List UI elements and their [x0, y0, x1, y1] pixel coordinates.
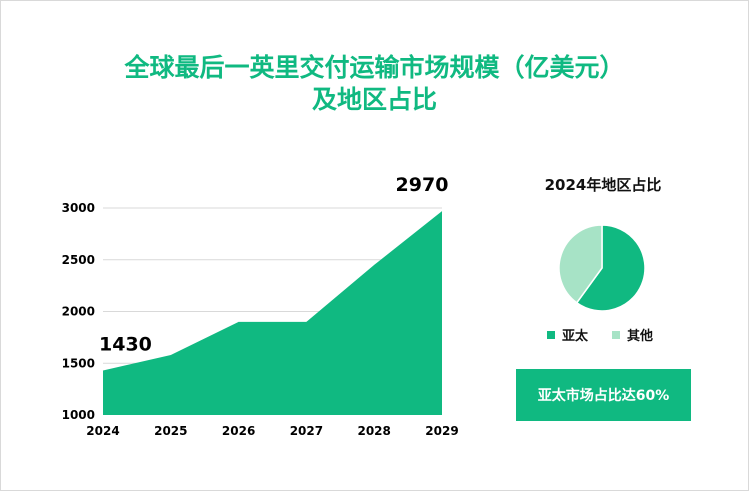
y-tick-label: 2000	[62, 305, 95, 319]
legend-swatch-other	[612, 330, 620, 339]
legend-item-other: 其他	[612, 325, 653, 344]
legend-label-other: 其他	[627, 329, 654, 344]
asia-share-badge: 亚太市场占比达60%	[516, 369, 691, 421]
x-tick-label: 2025	[154, 424, 187, 438]
x-tick-label: 2028	[357, 424, 390, 438]
chart-title-line2: 及地区占比	[311, 85, 437, 114]
legend-swatch-asia	[547, 330, 555, 339]
area-series	[103, 211, 442, 415]
y-tick-label: 2500	[62, 253, 95, 267]
data-label: 2970	[396, 174, 449, 196]
y-tick-label: 1500	[62, 356, 95, 370]
y-tick-label: 1000	[62, 408, 95, 422]
y-tick-label: 3000	[62, 201, 95, 215]
pie-slice	[575, 224, 646, 312]
legend-item-asia: 亚太	[547, 325, 588, 344]
chart-title-line1: 全球最后一英里交付运输市场规模（亿美元）	[124, 53, 625, 82]
data-label: 1430	[99, 333, 152, 355]
x-tick-label: 2029	[425, 424, 458, 438]
x-tick-label: 2024	[86, 424, 119, 438]
pie-title: 2024年地区占比	[544, 176, 662, 194]
pie-slice	[558, 224, 603, 304]
x-tick-label: 2026	[222, 424, 255, 438]
x-tick-label: 2027	[290, 424, 323, 438]
legend-label-asia: 亚太	[562, 329, 589, 344]
